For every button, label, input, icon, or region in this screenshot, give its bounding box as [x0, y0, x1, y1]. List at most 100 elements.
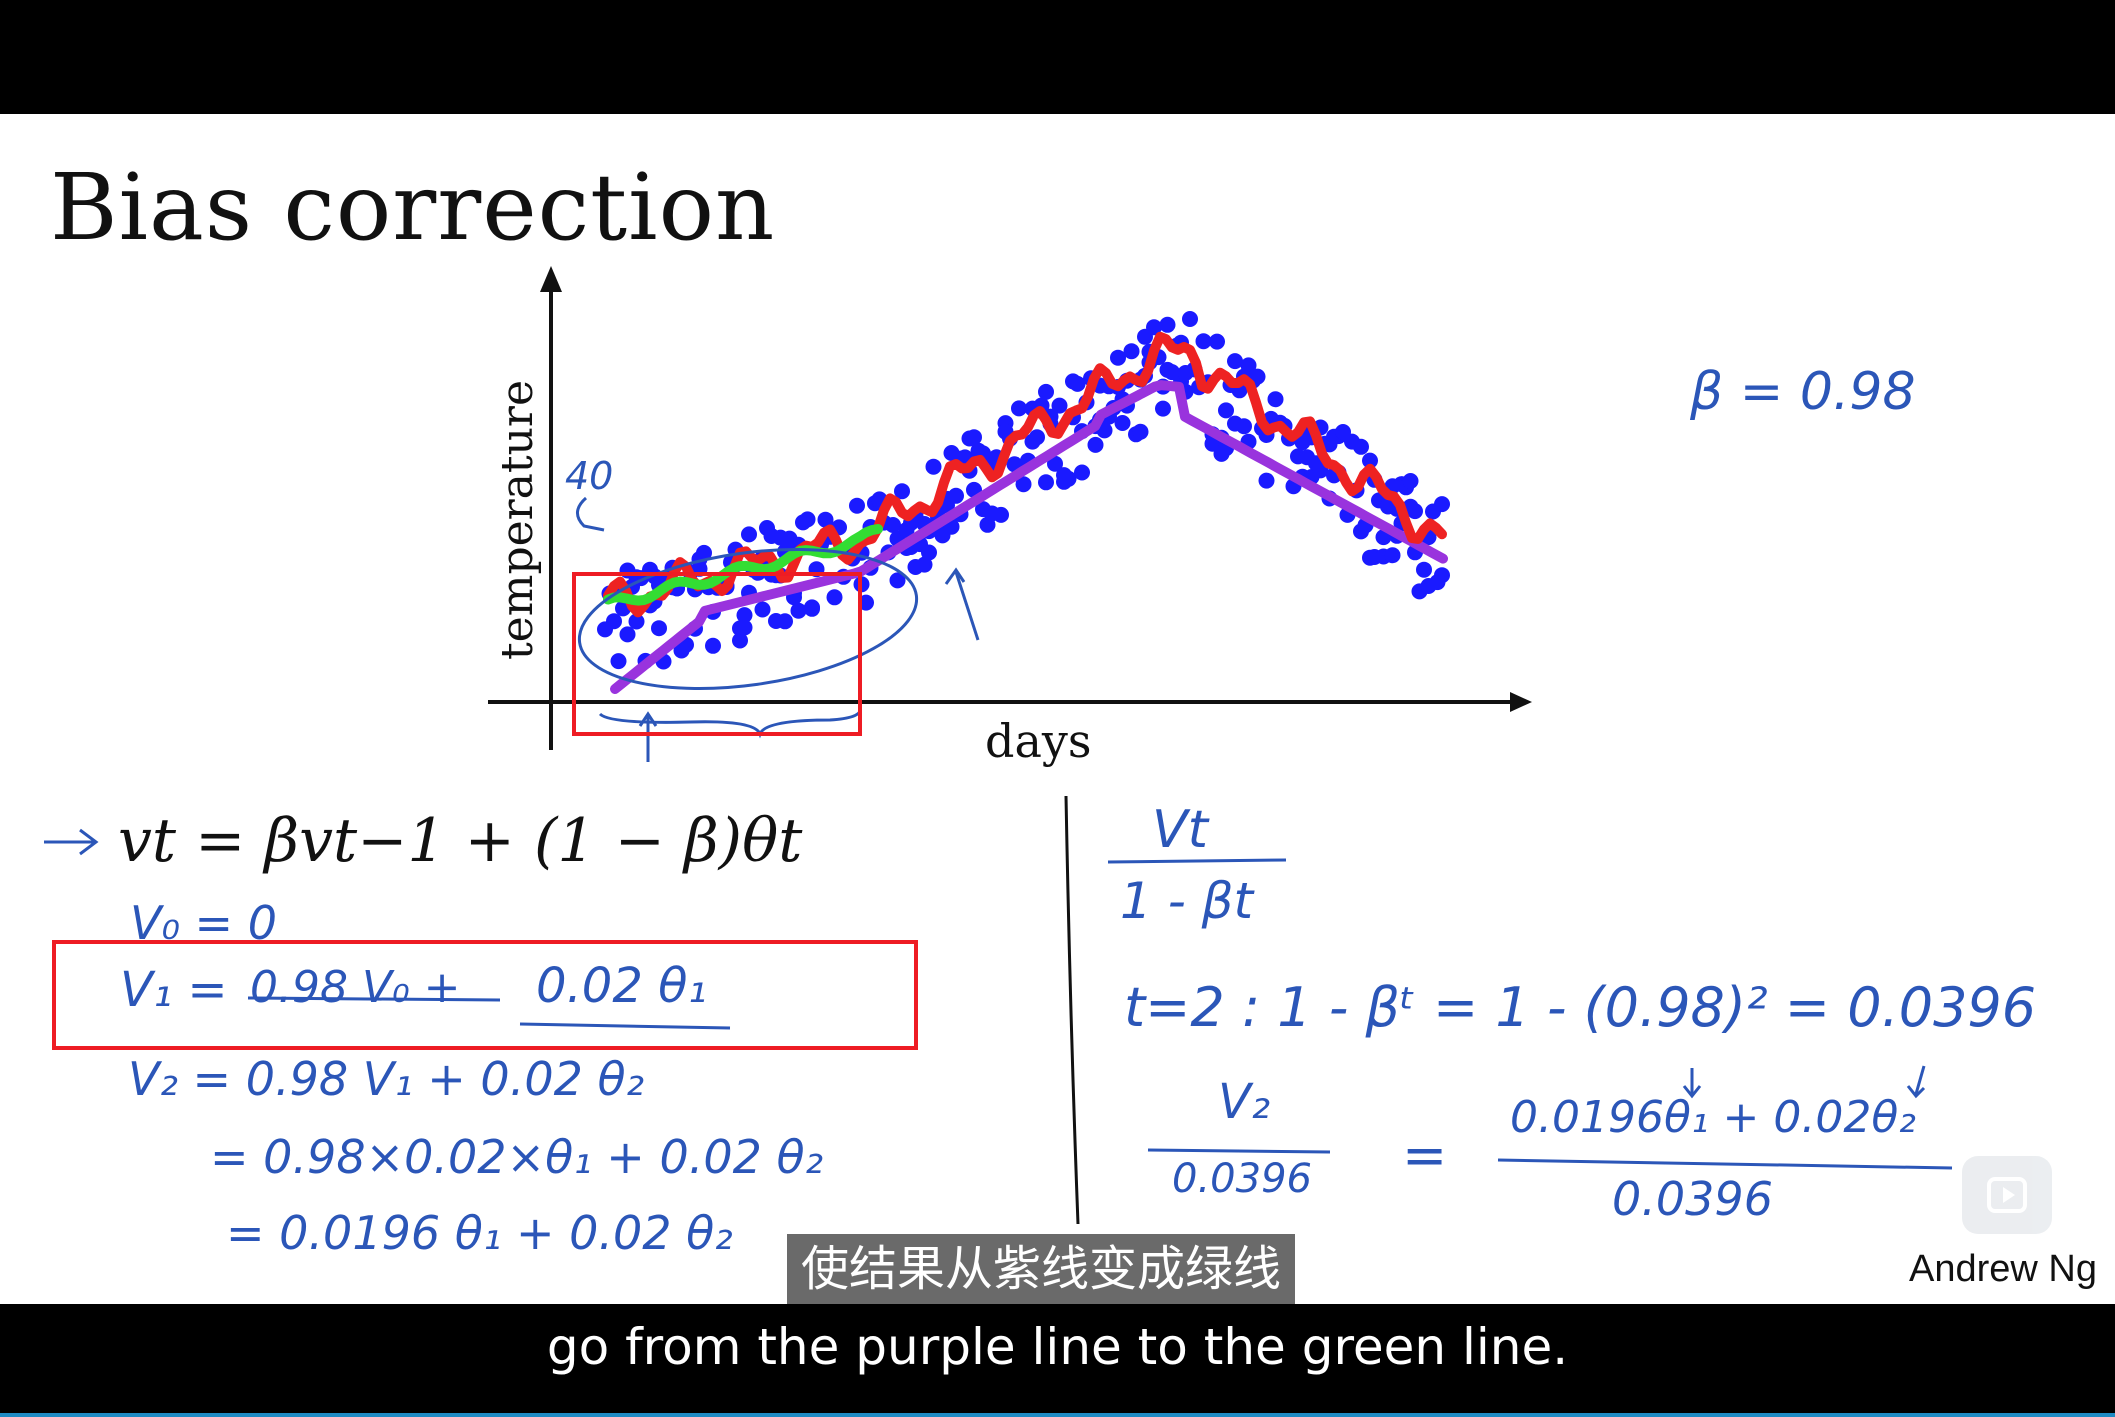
hand-ellipse	[577, 547, 919, 691]
temperature-dot	[966, 429, 982, 446]
temperature-dot	[1195, 333, 1212, 350]
temperature-dot	[889, 572, 906, 589]
temperature-dot	[736, 607, 753, 624]
temperature-dot	[1047, 455, 1063, 472]
temperature-dot	[894, 483, 910, 500]
subtitle-chinese: 使结果从紫线变成绿线	[787, 1234, 1296, 1304]
subtitle-english: go from the purple line to the green lin…	[546, 1318, 1569, 1376]
y-axis-label: temperature	[492, 379, 543, 660]
slide-title: Bias correction	[50, 154, 776, 261]
rhs-denominator: 0.0396	[1612, 1172, 1773, 1226]
temperature-dot	[1074, 464, 1090, 481]
down-arrow-1	[1682, 1068, 1702, 1099]
temperature-dot	[925, 458, 942, 475]
temperature-dot	[741, 526, 757, 543]
temperature-dot	[777, 613, 793, 630]
v1-term: 0.02 θ₁	[536, 958, 707, 1014]
lecture-slide: Bias correction temperature days 40 β = …	[0, 114, 2115, 1304]
temperature-dot	[1038, 474, 1054, 491]
temperature-dot	[1434, 496, 1450, 513]
temperature-dot	[1362, 452, 1378, 469]
temperature-dot	[1407, 503, 1423, 520]
temperature-dot	[1123, 343, 1140, 360]
temperature-dot	[610, 653, 627, 670]
temperature-dot	[1087, 436, 1104, 453]
temperature-dot	[1353, 438, 1369, 455]
temperature-dot	[619, 626, 636, 643]
temperature-dot	[1402, 473, 1419, 489]
t2-line: t=2 : 1 - βᵗ = 1 - (0.98)² = 0.0396	[1124, 976, 2037, 1039]
equals-sign: =	[1402, 1124, 1448, 1187]
temperature-dot	[1155, 400, 1171, 417]
video-progress-bar[interactable]	[0, 1413, 2115, 1417]
temperature-dot	[817, 511, 834, 528]
temperature-dot	[696, 544, 712, 561]
temperature-dot	[1060, 470, 1077, 487]
temperature-dot	[885, 517, 901, 533]
temperature-dot	[799, 511, 816, 528]
frac-denominator: 1 - βt	[1120, 872, 1254, 930]
temperature-dot	[1159, 316, 1176, 333]
frac-bar-2	[1147, 1148, 1331, 1154]
hand-hook	[576, 496, 605, 532]
annotation-40: 40	[565, 454, 614, 498]
temperature-dot	[705, 637, 721, 654]
temperature-dot	[1182, 311, 1198, 327]
temperature-dot	[948, 487, 964, 504]
temperature-dot	[858, 594, 874, 611]
rhs-numerator: 0.0196θ₁ + 0.02θ₂	[1510, 1092, 1916, 1143]
temperature-dot	[1218, 402, 1234, 419]
v1-prefix: V₁ =	[120, 962, 228, 1018]
temperature-dot	[1258, 472, 1275, 489]
v2-line-3: = 0.0196 θ₁ + 0.02 θ₂	[226, 1206, 733, 1260]
hand-arrow-pointer	[44, 828, 99, 856]
temperature-dot	[1146, 319, 1162, 336]
ema-equation: vt = βvt−1 + (1 − β)θt	[118, 806, 803, 876]
temperature-dot	[651, 620, 667, 637]
hand-arrow-up-right	[944, 567, 980, 641]
temperature-dot	[1015, 476, 1032, 493]
temperature-dot	[736, 619, 753, 636]
v2-frac-denominator: 0.0396	[1172, 1156, 1312, 1202]
temperature-dot	[628, 613, 645, 630]
temperature-dot	[993, 506, 1009, 523]
v2-line-1: V₂ = 0.98 V₁ + 0.02 θ₂	[128, 1052, 645, 1106]
x-axis-label: days	[985, 714, 1092, 768]
underline-term	[519, 1022, 731, 1030]
temperature-dot	[1011, 400, 1027, 417]
temperature-dot	[1267, 391, 1284, 408]
temperature-dot	[916, 556, 933, 573]
beta-value: β = 0.98	[1690, 362, 1916, 422]
video-top-letterbox	[0, 0, 2115, 114]
temperature-dot	[804, 600, 820, 617]
temperature-dot	[1416, 561, 1432, 578]
temperature-dot	[921, 544, 937, 561]
play-button[interactable]	[1962, 1156, 2052, 1234]
temperature-dot	[754, 601, 771, 618]
temperature-dot	[1240, 357, 1257, 374]
v1-struck-term: 0.98 V₀ +	[250, 962, 461, 1013]
temperature-dot	[732, 632, 748, 649]
temperature-dot	[1069, 375, 1086, 392]
temperature-dot	[1227, 353, 1243, 370]
frac-bar-3	[1497, 1158, 1953, 1170]
temperature-dot	[1110, 349, 1126, 366]
author-name: Andrew Ng	[1909, 1248, 2097, 1290]
strike-line	[247, 996, 501, 1002]
x-axis-arrow	[1510, 692, 1532, 712]
v2-frac-numerator: V₂	[1218, 1074, 1271, 1130]
temperature-dot	[1029, 429, 1045, 446]
temperature-dot	[606, 613, 622, 630]
frac-numerator: Vt	[1152, 800, 1208, 860]
purple-ema-line	[610, 380, 1448, 694]
temperature-dot	[1209, 333, 1225, 350]
down-arrow-2	[1906, 1065, 1926, 1099]
temperature-dot	[1434, 567, 1450, 584]
divider-line	[1064, 795, 1080, 1225]
temperature-dot	[849, 497, 865, 514]
v2-line-2: = 0.98×0.02×θ₁ + 0.02 θ₂	[210, 1130, 824, 1184]
highlight-box-plot	[572, 572, 862, 736]
temperature-dot	[1236, 418, 1252, 435]
temperature-dot	[1051, 397, 1068, 414]
highlight-box-v1	[52, 940, 918, 1050]
